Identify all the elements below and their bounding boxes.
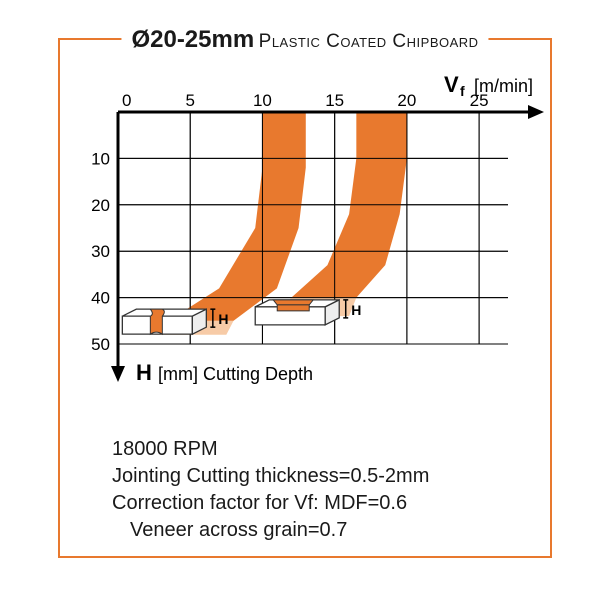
- svg-text:H: H: [351, 302, 361, 318]
- panel-title: Ø20-25mm Plastic Coated Chipboard: [121, 26, 488, 54]
- title-main: Ø20-25mm: [131, 26, 254, 53]
- svg-text:50: 50: [91, 335, 110, 354]
- svg-text:15: 15: [325, 91, 344, 110]
- svg-text:V: V: [444, 74, 459, 97]
- veneer-line: Veneer across grain=0.7: [112, 517, 429, 544]
- svg-text:20: 20: [397, 91, 416, 110]
- svg-text:[mm] Cutting Depth: [mm] Cutting Depth: [158, 364, 313, 384]
- svg-text:10: 10: [253, 91, 272, 110]
- jointing-line: Jointing Cutting thickness=0.5-2mm: [112, 463, 429, 490]
- svg-text:0: 0: [122, 91, 131, 110]
- chart: 05101520251020304050Vf[m/min]H[mm] Cutti…: [68, 74, 544, 384]
- notes: 18000 RPM Jointing Cutting thickness=0.5…: [112, 436, 429, 544]
- svg-text:H: H: [136, 360, 152, 384]
- correction-line: Correction factor for Vf: MDF=0.6: [112, 490, 429, 517]
- rpm-line: 18000 RPM: [112, 436, 429, 463]
- svg-text:f: f: [460, 83, 465, 99]
- panel-border: Ø20-25mm Plastic Coated Chipboard 051015…: [58, 38, 552, 558]
- svg-text:40: 40: [91, 289, 110, 308]
- svg-text:[m/min]: [m/min]: [474, 76, 533, 96]
- svg-text:30: 30: [91, 242, 110, 261]
- svg-text:5: 5: [185, 91, 194, 110]
- svg-text:H: H: [218, 311, 228, 327]
- title-sub: Plastic Coated Chipboard: [259, 31, 479, 52]
- svg-text:20: 20: [91, 196, 110, 215]
- svg-text:10: 10: [91, 149, 110, 168]
